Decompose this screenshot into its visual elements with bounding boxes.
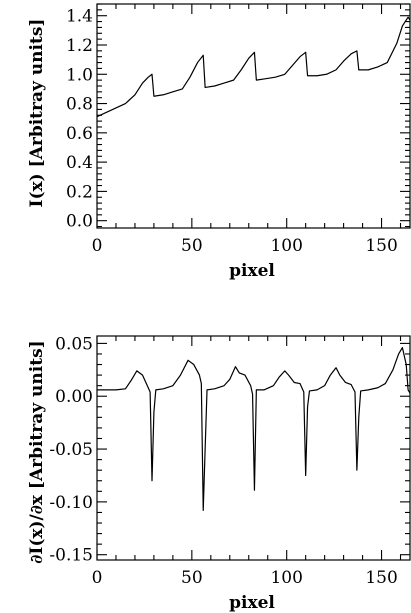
top-x-tick-label: 150 — [365, 236, 397, 256]
bottom-y-tick-label: -0.15 — [49, 546, 93, 566]
bottom-y-tick-label: -0.05 — [49, 440, 93, 460]
top-x-tick-label: 100 — [270, 236, 302, 256]
bottom-x-tick-label: 150 — [365, 568, 397, 588]
bottom-x-tick-label: 0 — [92, 568, 103, 588]
top-y-tick-label: 0.6 — [66, 124, 93, 144]
top-y-tick-label: 1.0 — [66, 65, 93, 85]
bottom-panel-derivative: pixel ∂I(x)/∂x [Arbitray units] 0 50 100 15… — [27, 334, 411, 613]
bottom-x-tick-label: 50 — [181, 568, 203, 588]
bottom-x-tick-label: 100 — [270, 568, 302, 588]
bottom-y-axis-title: ∂I(x)/∂x [Arbitray units] — [27, 340, 47, 563]
bottom-y-tick-label: -0.10 — [49, 493, 93, 513]
top-x-tick-label: 0 — [92, 236, 103, 256]
bottom-plot-frame — [96, 335, 411, 561]
top-y-tick-label: 0.4 — [66, 153, 93, 173]
top-x-tick-label: 50 — [181, 236, 203, 256]
top-y-tick-label: 0.0 — [66, 212, 93, 232]
top-y-tick-label: 1.2 — [66, 36, 93, 56]
top-plot-frame — [96, 3, 411, 229]
top-y-tick-label: 0.8 — [66, 95, 93, 115]
top-y-tick-label: 0.2 — [66, 182, 93, 202]
bottom-y-tick-label: 0.05 — [55, 334, 93, 354]
bottom-x-axis-title: pixel — [229, 593, 275, 613]
bottom-series-line — [97, 347, 411, 511]
top-series-line — [96, 16, 411, 118]
top-panel-intensity: pixel I(x) [Arbitray units] 0 50 100 150 0.0… — [27, 3, 411, 281]
top-y-axis-title: I(x) [Arbitray units] — [27, 19, 47, 208]
bottom-y-tick-label: 0.00 — [55, 387, 93, 407]
top-x-axis-title: pixel — [229, 261, 275, 281]
top-y-tick-label: 1.4 — [66, 7, 93, 27]
